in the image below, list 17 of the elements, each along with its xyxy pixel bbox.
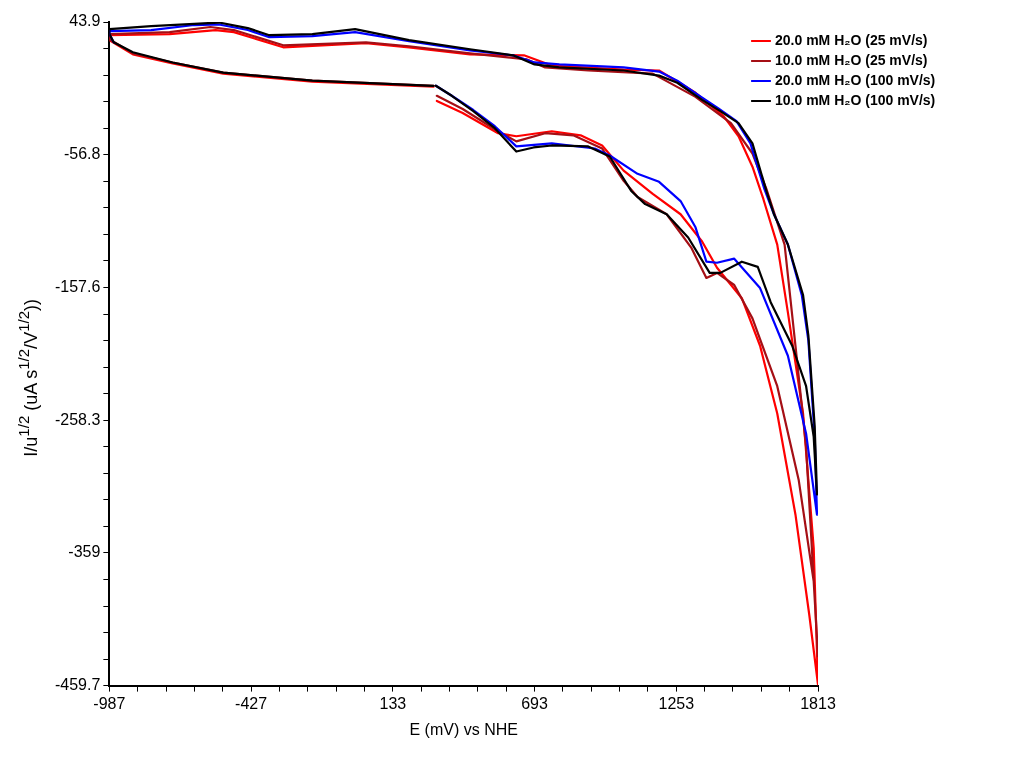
legend-label: 20.0 mM H₂O (25 mV/s) <box>775 31 928 48</box>
x-tick-label: -427 <box>235 694 268 712</box>
x-tick-label: -987 <box>93 694 126 712</box>
y-tick-label: -359 <box>68 543 101 561</box>
legend-label: 10.0 mM H₂O (100 mV/s) <box>775 91 936 108</box>
legend-label: 20.0 mM H₂O (100 mV/s) <box>775 71 936 88</box>
x-tick-label: 133 <box>379 694 407 712</box>
x-tick-label: 1813 <box>800 694 836 712</box>
x-axis-title: E (mV) vs NHE <box>409 720 518 738</box>
y-tick-label: -258.3 <box>54 410 101 428</box>
y-tick-label: -56.8 <box>63 145 101 163</box>
y-tick-label: 43.9 <box>69 12 101 30</box>
x-tick-label: 693 <box>521 694 548 712</box>
x-tick-label: 1253 <box>658 694 695 712</box>
legend-label: 10.0 mM H₂O (25 mV/s) <box>775 51 928 68</box>
y-tick-label: -459.7 <box>54 676 101 694</box>
y-tick-label: -157.6 <box>54 277 101 295</box>
